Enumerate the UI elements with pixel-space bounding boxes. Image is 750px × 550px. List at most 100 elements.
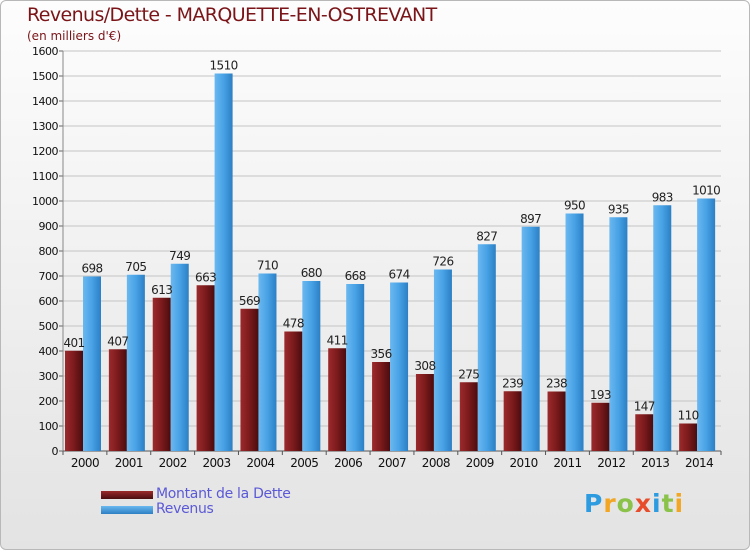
- revenue-value-label: 705: [125, 260, 146, 274]
- logo-letter: o: [616, 489, 635, 518]
- revenue-bar: [609, 217, 628, 451]
- debt-bar: [372, 362, 391, 451]
- debt-bar: [503, 391, 522, 451]
- debt-bar: [152, 297, 171, 451]
- debt-bar: [459, 382, 478, 451]
- debt-bar: [284, 331, 303, 451]
- x-tick-label: 2001: [115, 456, 143, 470]
- revenue-value-label: 950: [564, 199, 585, 213]
- unit-label: (en milliers d'€): [27, 29, 122, 43]
- debt-bar: [547, 391, 566, 451]
- logo-letter: t: [661, 489, 675, 518]
- revenue-bar: [126, 274, 145, 451]
- x-tick-label: 2012: [597, 456, 625, 470]
- debt-value-label: 411: [327, 333, 348, 347]
- y-tick-label: 100: [39, 420, 59, 433]
- revenue-value-label: 674: [389, 268, 410, 282]
- revenue-bar: [653, 205, 672, 451]
- y-tick-label: 700: [39, 270, 59, 283]
- debt-value-label: 401: [63, 336, 84, 350]
- debt-bar: [591, 402, 610, 451]
- debt-value-label: 193: [590, 388, 611, 402]
- y-tick-label: 600: [39, 295, 59, 308]
- y-tick-label: 200: [39, 395, 59, 408]
- y-tick-label: 1300: [32, 120, 58, 133]
- revenue-value-label: 749: [169, 249, 190, 263]
- revenue-bar: [565, 213, 584, 451]
- revenue-value-label: 698: [81, 262, 102, 276]
- y-tick-label: 900: [39, 220, 59, 233]
- debt-value-label: 308: [414, 359, 435, 373]
- debt-bar: [328, 348, 347, 451]
- revenue-value-label: 897: [520, 212, 541, 226]
- x-tick-label: 2000: [71, 456, 99, 470]
- y-tick-label: 1100: [32, 170, 58, 183]
- y-tick-label: 0: [52, 445, 59, 458]
- debt-value-label: 110: [678, 409, 699, 423]
- revenue-bar: [521, 226, 540, 451]
- debt-value-label: 275: [458, 367, 479, 381]
- revenue-bar: [346, 284, 365, 451]
- legend-swatch-debt: [101, 490, 153, 499]
- y-tick-label: 300: [39, 370, 59, 383]
- revenue-bar: [477, 244, 496, 451]
- revenue-value-label: 935: [608, 202, 629, 216]
- legend-label-revenue: Revenus: [156, 501, 214, 517]
- revenue-bar: [697, 198, 716, 451]
- debt-value-label: 356: [371, 347, 392, 361]
- legend-swatch-revenue: [101, 505, 153, 514]
- legend-item-revenue: Revenus: [101, 502, 291, 517]
- y-tick-label: 1500: [32, 70, 58, 83]
- y-tick-label: 1200: [32, 145, 58, 158]
- debt-value-label: 239: [502, 376, 523, 390]
- revenue-bar: [214, 73, 233, 451]
- x-tick-label: 2010: [510, 456, 538, 470]
- x-tick-label: 2014: [685, 456, 713, 470]
- revenue-value-label: 827: [476, 229, 497, 243]
- x-tick-label: 2005: [290, 456, 318, 470]
- revenue-value-label: 726: [432, 255, 453, 269]
- x-tick-label: 2013: [641, 456, 669, 470]
- debt-value-label: 147: [634, 399, 655, 413]
- debt-value-label: 478: [283, 317, 304, 331]
- x-tick-label: 2003: [202, 456, 230, 470]
- logo-letter: i: [674, 489, 685, 518]
- debt-value-label: 569: [239, 294, 260, 308]
- y-tick-label: 1600: [32, 45, 58, 58]
- bar-layer: [65, 73, 716, 451]
- logo-letter: P: [584, 489, 604, 518]
- legend: Montant de la Dette Revenus: [101, 487, 291, 517]
- debt-bar: [635, 414, 654, 451]
- logo-letter: i: [652, 489, 662, 518]
- logo-letter: x: [634, 489, 652, 518]
- x-tick-label: 2009: [466, 456, 494, 470]
- logo-letter: r: [603, 489, 617, 518]
- revenue-value-label: 983: [652, 190, 673, 204]
- debt-value-label: 663: [195, 270, 216, 284]
- revenue-value-label: 1510: [210, 59, 238, 73]
- debt-value-label: 613: [151, 283, 172, 297]
- debt-bar: [65, 350, 83, 451]
- debt-bar: [679, 423, 698, 451]
- y-tick-label: 1000: [32, 195, 58, 208]
- y-tick-label: 400: [39, 345, 59, 358]
- x-tick-label: 2011: [553, 456, 581, 470]
- debt-value-label: 238: [546, 377, 567, 391]
- debt-bar: [415, 374, 434, 451]
- y-tick-label: 800: [39, 245, 59, 258]
- revenue-bar: [433, 269, 452, 451]
- revenue-bar: [83, 276, 101, 451]
- y-tick-label: 500: [39, 320, 59, 333]
- revenue-value-label: 668: [345, 269, 366, 283]
- revenue-bar: [170, 263, 189, 451]
- x-tick-label: 2002: [159, 456, 187, 470]
- revenue-bar: [302, 281, 321, 451]
- debt-bar: [240, 308, 259, 451]
- x-tick-label: 2007: [378, 456, 406, 470]
- revenue-bar: [390, 282, 409, 451]
- chart-title: Revenus/Dette - MARQUETTE-EN-OSTREVANT: [27, 4, 437, 26]
- revenue-bar: [258, 273, 277, 451]
- debt-bar: [108, 349, 127, 451]
